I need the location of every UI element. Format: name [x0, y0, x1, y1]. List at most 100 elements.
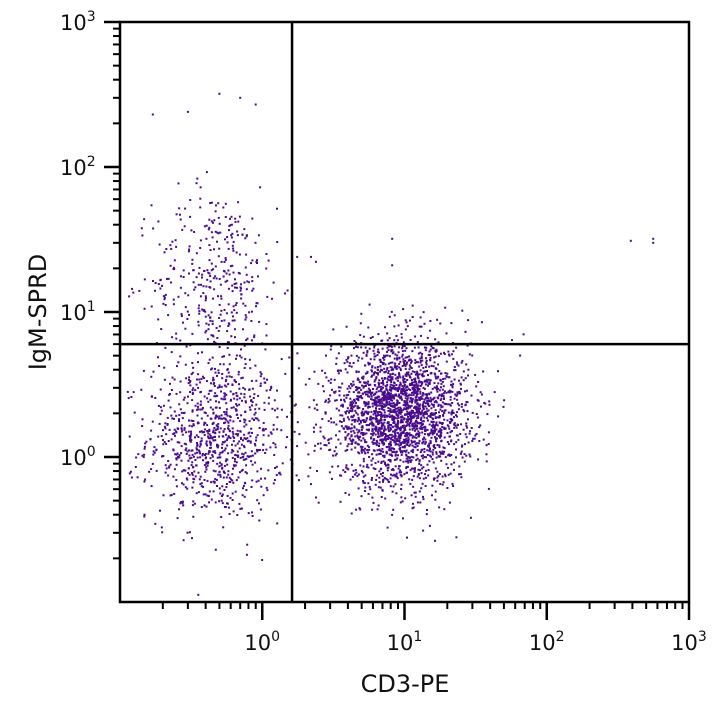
- data-point: [399, 437, 402, 439]
- data-point: [207, 362, 210, 365]
- data-point: [214, 478, 217, 481]
- data-point: [362, 448, 365, 451]
- data-point: [372, 432, 375, 435]
- data-point: [424, 383, 427, 386]
- data-point: [223, 506, 226, 508]
- data-point: [353, 340, 356, 342]
- data-point: [274, 443, 277, 446]
- data-point: [188, 378, 190, 381]
- data-point: [450, 413, 453, 416]
- data-point: [390, 410, 393, 413]
- data-point: [208, 429, 211, 432]
- data-point: [395, 458, 398, 461]
- data-point: [411, 383, 414, 386]
- data-point: [400, 433, 403, 436]
- data-point: [418, 409, 420, 412]
- data-point: [399, 360, 402, 363]
- data-point: [189, 380, 192, 382]
- data-point: [225, 433, 227, 436]
- data-point: [244, 358, 247, 361]
- data-point: [400, 471, 403, 474]
- data-point: [169, 406, 172, 409]
- data-point: [406, 356, 409, 359]
- data-point: [458, 465, 461, 468]
- data-point: [194, 404, 197, 407]
- data-point: [239, 289, 242, 292]
- data-point: [221, 373, 224, 375]
- x-tick-label: 100: [244, 629, 280, 655]
- data-point: [488, 400, 491, 403]
- data-point: [217, 216, 220, 219]
- data-point: [343, 400, 346, 403]
- data-point: [377, 460, 380, 463]
- data-point: [418, 379, 421, 382]
- data-point: [356, 395, 359, 398]
- data-point: [386, 346, 389, 349]
- data-point: [180, 315, 183, 317]
- data-point: [402, 517, 404, 520]
- data-point: [385, 446, 388, 449]
- data-point: [253, 336, 256, 339]
- data-point: [415, 400, 418, 403]
- data-point: [425, 513, 428, 516]
- data-point: [437, 387, 440, 390]
- data-point: [394, 437, 397, 440]
- data-point: [331, 388, 333, 391]
- data-point: [431, 426, 434, 429]
- data-point: [357, 356, 360, 359]
- data-point: [407, 411, 410, 414]
- data-point: [227, 473, 230, 476]
- data-point: [209, 436, 212, 439]
- data-point: [206, 430, 209, 433]
- data-point: [484, 402, 487, 405]
- data-point: [237, 373, 240, 376]
- data-point: [380, 400, 383, 403]
- data-point: [245, 288, 248, 291]
- data-point: [380, 387, 383, 390]
- data-point: [403, 427, 406, 430]
- data-point: [373, 344, 376, 347]
- data-point: [251, 454, 254, 457]
- data-point: [455, 414, 457, 417]
- data-point: [382, 414, 385, 417]
- data-point: [180, 424, 183, 427]
- data-point: [407, 359, 410, 362]
- data-point: [439, 433, 442, 436]
- data-point: [483, 401, 486, 404]
- data-point: [629, 239, 632, 242]
- data-point: [369, 488, 372, 491]
- data-point: [398, 356, 401, 359]
- data-point: [425, 407, 428, 410]
- data-point: [384, 428, 387, 431]
- data-point: [391, 237, 394, 240]
- data-point: [225, 272, 228, 275]
- data-point: [376, 508, 379, 511]
- data-point: [209, 406, 212, 409]
- data-point: [374, 371, 376, 374]
- data-point: [345, 394, 348, 397]
- data-point: [400, 432, 403, 435]
- data-point: [397, 436, 400, 439]
- data-point: [293, 430, 296, 433]
- data-point: [195, 383, 198, 386]
- data-point: [226, 437, 229, 440]
- data-point: [262, 494, 265, 497]
- data-point: [218, 465, 221, 468]
- data-point: [387, 428, 390, 431]
- data-point: [179, 213, 181, 216]
- data-point: [391, 368, 394, 370]
- data-point: [225, 486, 228, 489]
- data-point: [204, 452, 207, 455]
- data-point: [436, 424, 439, 427]
- data-point: [262, 427, 265, 430]
- data-point: [405, 395, 408, 397]
- data-point: [244, 363, 247, 365]
- data-point: [366, 448, 369, 451]
- data-point: [458, 379, 460, 382]
- data-point: [462, 379, 465, 382]
- data-point: [431, 453, 434, 456]
- data-point: [157, 435, 160, 438]
- data-point: [460, 387, 462, 390]
- data-point: [244, 266, 247, 269]
- data-point: [220, 516, 223, 518]
